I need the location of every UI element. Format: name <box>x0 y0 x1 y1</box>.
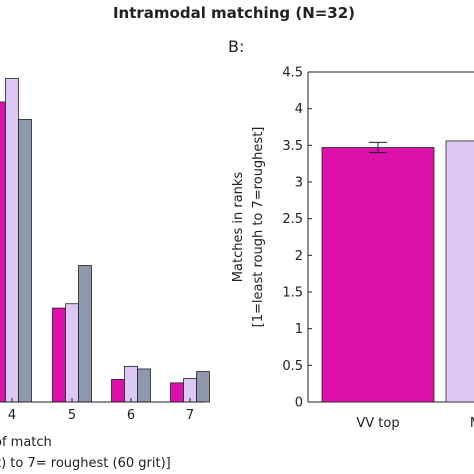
panel-b-y-axis-label-line2: [1=least rough to 7=roughest] <box>251 127 266 328</box>
panel-b-y-tick-label: 0 <box>295 396 303 411</box>
bar-slate-6 <box>137 368 151 403</box>
panel-b-y-tick-label: 1.5 <box>282 286 303 301</box>
panel-b-y-tick-label: 4 <box>295 102 303 117</box>
bar-slate-4 <box>18 118 32 403</box>
bar-slate-5 <box>78 265 92 403</box>
bar-magenta-7 <box>170 382 184 403</box>
bar-lavender-5 <box>65 303 79 403</box>
bar-magenta-5 <box>52 307 66 403</box>
panel-a-x-axis-label-line2: t) to 7= roughest (60 grit)] <box>0 456 171 471</box>
panel-b-y-tick-label: 3.5 <box>282 139 303 154</box>
panel-b-label: B: <box>228 37 244 56</box>
panel-a-x-tick-label: 5 <box>68 408 76 423</box>
panel-b-chart: 0 0.5 1 1.5 2 2.5 3 3.5 4 4.5 VV top Mate Matches in… <box>231 66 474 431</box>
panel-b-y-tick-label: 2 <box>295 249 303 264</box>
bar-magenta-4 <box>0 101 6 403</box>
bar-lavender-4 <box>5 78 19 403</box>
panel-a-x-tick-label: 4 <box>8 408 16 423</box>
panel-a-x-tick-label: 6 <box>127 408 135 423</box>
bar-mate <box>445 140 474 403</box>
panel-a-x-axis-label: of match <box>0 435 52 450</box>
panel-b-y-tick-label: 3 <box>295 176 303 191</box>
bar-lavender-6 <box>124 365 138 403</box>
panel-b-y-tick-label: 4.5 <box>282 66 303 81</box>
bar-vv-top <box>321 147 435 403</box>
panel-b-y-tick-label: 1 <box>295 322 303 337</box>
panel-a-chart: 4 5 6 7 of match t) to 7= roughest (60 grit)] <box>0 78 210 471</box>
panel-b-y-tick-label: 2.5 <box>282 212 303 227</box>
bar-magenta-6 <box>111 378 125 403</box>
figure-title: Intramodal matching (N=32) <box>113 4 355 22</box>
panel-b-x-tick-label: VV top <box>356 416 399 431</box>
panel-a-x-tick-label: 7 <box>186 408 194 423</box>
panel-b-y-tick-label: 0.5 <box>282 359 303 374</box>
bar-slate-7 <box>196 371 210 403</box>
panel-b-y-axis-label: Matches in ranks <box>231 172 246 283</box>
panel-b-x-tick-label: Mate <box>470 416 474 431</box>
